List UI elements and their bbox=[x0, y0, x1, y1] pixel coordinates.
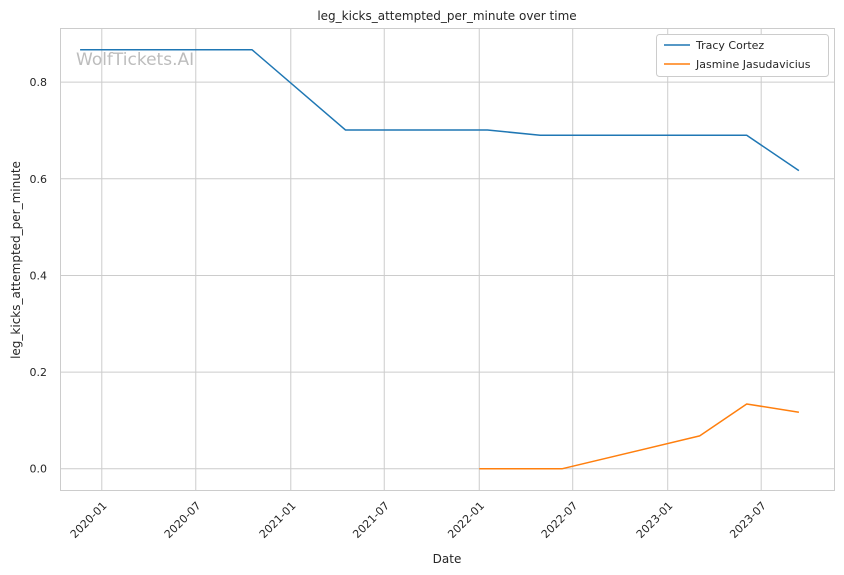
y-tick-labels: 0.0 0.2 0.4 0.6 0.8 bbox=[30, 76, 48, 476]
legend: Tracy Cortez Jasmine Jasudavicius bbox=[656, 34, 829, 77]
y-tick-label: 0.2 bbox=[30, 366, 48, 379]
legend-label-jasmine-jasudavicius: Jasmine Jasudavicius bbox=[695, 58, 811, 71]
series-group bbox=[80, 49, 800, 470]
series-line-tracy-cortez bbox=[80, 49, 800, 172]
y-tick-label: 0.6 bbox=[30, 173, 48, 186]
legend-label-tracy-cortez: Tracy Cortez bbox=[695, 39, 764, 52]
plot-frame bbox=[60, 28, 835, 491]
y-tick-label: 0.8 bbox=[30, 76, 48, 89]
y-tick-label: 0.0 bbox=[30, 463, 48, 476]
chart-title: leg_kicks_attempted_per_minute over time bbox=[317, 9, 576, 23]
y-tick-label: 0.4 bbox=[30, 269, 48, 282]
x-axis-label: Date bbox=[433, 552, 462, 566]
grid bbox=[61, 29, 834, 490]
watermark-text: WolfTickets.AI bbox=[76, 50, 194, 70]
y-axis-label: leg_kicks_attempted_per_minute bbox=[9, 161, 23, 359]
series-line-jasmine-jasudavicius bbox=[479, 403, 800, 470]
legend-box bbox=[656, 34, 829, 77]
